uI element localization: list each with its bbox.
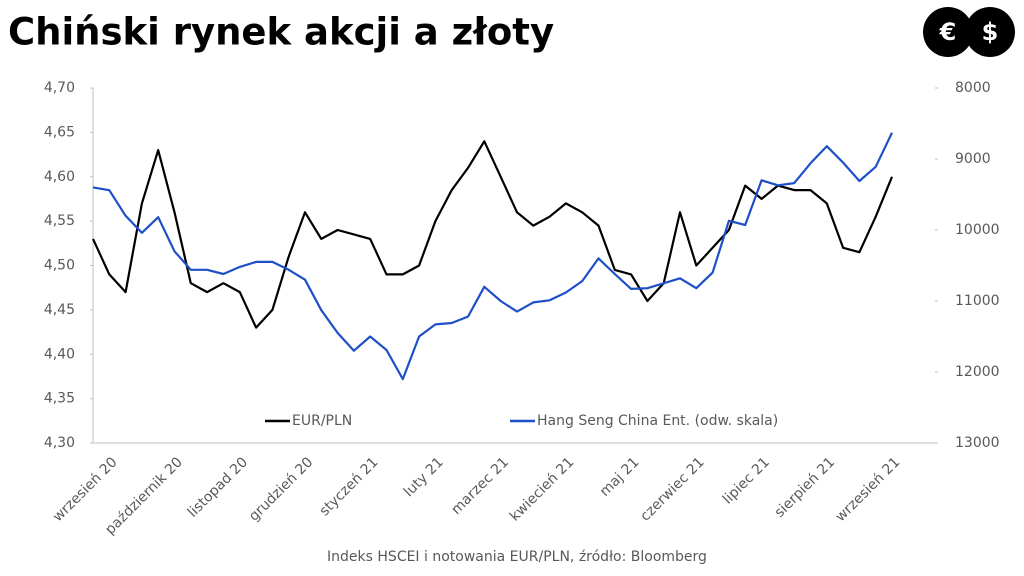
x-tick-label: wrzesień 21 xyxy=(833,454,904,525)
series-line xyxy=(92,140,894,329)
logo-circle xyxy=(965,7,1015,57)
legend-label: Hang Seng China Ent. (odw. skala) xyxy=(537,413,778,429)
x-tick-label: maj 21 xyxy=(597,454,643,500)
x-tick-label: wrzesień 20 xyxy=(50,454,121,525)
y-tick-label: 4,40 xyxy=(44,346,75,362)
chart-title: Chiński rynek akcji a złoty xyxy=(8,11,554,54)
y-tick-label: 4,30 xyxy=(44,435,75,451)
x-tick-label: listopad 20 xyxy=(185,454,251,520)
y-tick-label: 4,65 xyxy=(44,124,75,140)
y2-tick-label: 12000 xyxy=(955,364,1000,380)
y-tick-label: 4,45 xyxy=(44,302,75,318)
x-tick-label: czerwiec 21 xyxy=(637,454,707,524)
y-tick-label: 4,35 xyxy=(44,391,75,407)
y2-tick-label: 8000 xyxy=(955,80,991,96)
logo-circle xyxy=(923,7,973,57)
x-tick-label: styczeń 21 xyxy=(317,454,382,519)
y-tick-label: 4,50 xyxy=(44,258,75,274)
y2-tick-label: 10000 xyxy=(955,222,1000,238)
logo: € $ xyxy=(923,7,1015,57)
x-tick-label: lipiec 21 xyxy=(720,454,773,507)
logo-dollar: $ xyxy=(982,18,999,46)
source-note: Indeks HSCEI i notowania EUR/PLN, źródło… xyxy=(327,549,707,565)
y-tick-label: 4,70 xyxy=(44,80,75,96)
y2-tick-label: 9000 xyxy=(955,151,991,167)
logo-euro: € xyxy=(939,18,957,46)
legend-label: EUR/PLN xyxy=(292,413,352,429)
x-tick-label: marzec 21 xyxy=(448,454,512,518)
series-line xyxy=(92,132,893,381)
y2-tick-label: 13000 xyxy=(955,435,1000,451)
x-tick-label: luty 21 xyxy=(401,454,447,500)
y2-tick-label: 11000 xyxy=(955,293,1000,309)
y-tick-label: 4,60 xyxy=(44,169,75,185)
y-tick-label: 4,55 xyxy=(44,213,75,229)
x-tick-label: sierpień 21 xyxy=(772,454,839,521)
x-tick-label: kwiecień 21 xyxy=(507,454,577,524)
x-tick-label: grudzień 20 xyxy=(246,454,316,524)
